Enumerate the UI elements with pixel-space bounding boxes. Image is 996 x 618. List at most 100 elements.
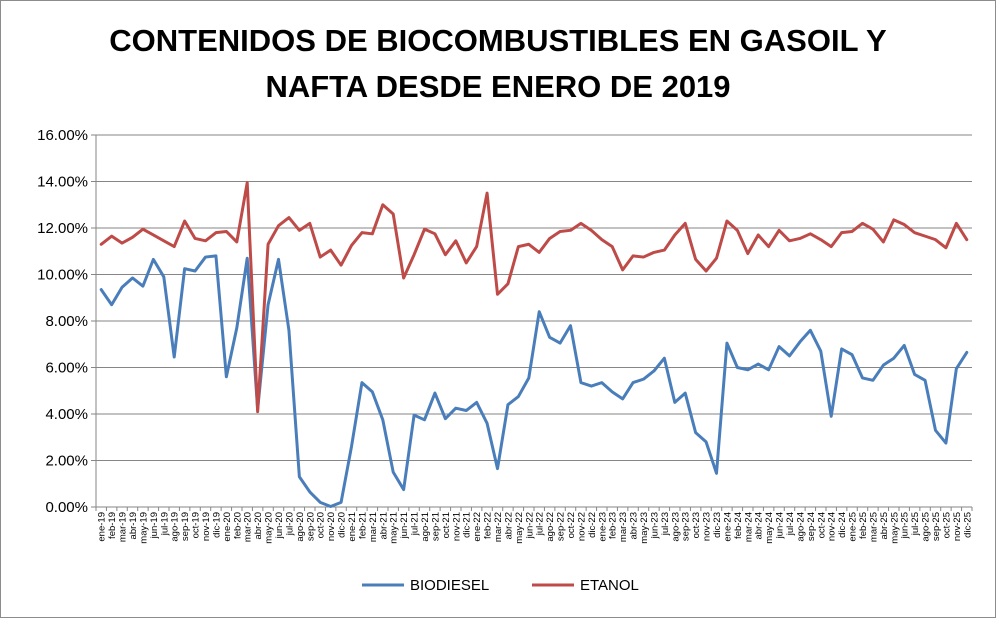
x-tick-label: ago-21 [420, 512, 431, 542]
x-tick-label: ago-23 [670, 512, 681, 542]
x-tick-label: abr-21 [378, 512, 389, 539]
x-tick-label: feb-25 [858, 512, 869, 539]
x-tick-label: may-21 [389, 512, 400, 544]
y-tick-label: 10.00% [37, 267, 88, 284]
x-tick-label: ago-19 [170, 512, 181, 542]
x-tick-label: ago-24 [795, 512, 806, 542]
x-tick-label: jun-21 [399, 512, 410, 539]
x-tick-label: jun-19 [149, 512, 160, 539]
x-tick-label: oct-25 [941, 512, 952, 538]
x-tick-label: jun-20 [274, 512, 285, 539]
legend: BIODIESEL ETANOL [362, 577, 639, 594]
axes [91, 134, 973, 511]
x-tick-label: dic-23 [712, 512, 723, 538]
legend-label-etanol: ETANOL [580, 577, 639, 594]
chart-title: CONTENIDOS DE BIOCOMBUSTIBLES EN GASOIL … [0, 18, 996, 110]
x-tick-label: feb-24 [733, 512, 744, 539]
x-tick-label: nov-21 [451, 512, 462, 541]
x-tick-label: jul-20 [284, 512, 295, 536]
x-tick-label: mar-21 [368, 512, 379, 542]
legend-label-biodiesel: BIODIESEL [410, 577, 489, 594]
x-tick-label: mar-25 [868, 512, 879, 542]
x-tick-label: nov-24 [827, 512, 838, 541]
x-tick-label: dic-22 [587, 512, 598, 538]
x-tick-label: nov-19 [201, 512, 212, 541]
x-tick-label: feb-20 [232, 512, 243, 539]
grid-lines [96, 134, 972, 461]
x-tick-label: ene-21 [347, 512, 358, 542]
y-tick-label: 8.00% [45, 313, 88, 330]
x-tick-label: ago-22 [545, 512, 556, 542]
x-tick-label: ago-20 [295, 512, 306, 542]
x-tick-label: ene-19 [97, 512, 108, 542]
x-tick-label: oct-24 [816, 512, 827, 538]
x-tick-label: abr-19 [128, 512, 139, 539]
y-tick-label: 2.00% [45, 453, 88, 470]
x-tick-label: sep-20 [305, 512, 316, 541]
x-tick-label: nov-22 [576, 512, 587, 541]
x-tick-label: feb-22 [483, 512, 494, 539]
series-line-biodiesel [99, 254, 969, 509]
x-tick-label: ene-20 [222, 512, 233, 542]
y-tick-label: 6.00% [45, 360, 88, 377]
x-tick-label: sep-22 [556, 512, 567, 541]
series-lines [99, 181, 969, 509]
x-tick-label: ago-25 [921, 512, 932, 542]
x-tick-label: mar-22 [493, 512, 504, 542]
x-tick-label: may-25 [889, 512, 900, 544]
x-tick-label: jun-23 [649, 512, 660, 539]
x-tick-label: jul-24 [785, 512, 796, 536]
x-tick-label: sep-19 [180, 512, 191, 541]
x-tick-label: ene-22 [472, 512, 483, 542]
x-tick-label: oct-22 [566, 512, 577, 538]
x-tick-label: dic-24 [837, 512, 848, 538]
x-tick-label: jul-21 [410, 512, 421, 536]
x-tick-label: jul-19 [159, 512, 170, 536]
chart-title-line-2: NAFTA DESDE ENERO DE 2019 [265, 69, 731, 104]
x-tick-label: ene-24 [722, 512, 733, 542]
x-tick-label: may-20 [264, 512, 275, 544]
x-tick-label: jul-22 [535, 512, 546, 536]
x-tick-label: ene-23 [597, 512, 608, 542]
x-tick-label: mar-20 [243, 512, 254, 542]
x-tick-label: feb-21 [357, 512, 368, 539]
y-tick-label: 0.00% [45, 499, 88, 516]
x-tick-label: sep-25 [931, 512, 942, 541]
chart-title-line-1: CONTENIDOS DE BIOCOMBUSTIBLES EN GASOIL … [109, 23, 887, 58]
x-tick-label: abr-23 [629, 512, 640, 539]
x-tick-label: may-19 [138, 512, 149, 544]
x-tick-label: oct-21 [441, 512, 452, 538]
series-line-etanol [99, 181, 969, 414]
x-tick-label: oct-19 [191, 512, 202, 538]
y-tick-label: 12.00% [37, 220, 88, 237]
x-tick-label: mar-23 [618, 512, 629, 542]
x-tick-label: dic-20 [337, 512, 348, 538]
x-tick-label: dic-25 [962, 512, 973, 538]
x-tick-label: nov-23 [702, 512, 713, 541]
x-tick-label: may-24 [764, 512, 775, 544]
x-tick-label: jun-24 [775, 512, 786, 539]
x-tick-label: sep-23 [681, 512, 692, 541]
y-tick-label: 4.00% [45, 406, 88, 423]
x-tick-label: abr-25 [879, 512, 890, 539]
x-tick-label: abr-20 [253, 512, 264, 539]
x-tick-label: ene-25 [848, 512, 859, 542]
x-tick-label: mar-19 [118, 512, 129, 542]
x-tick-label: jul-23 [660, 512, 671, 536]
x-tick-label: may-23 [639, 512, 650, 544]
x-tick-label: dic-21 [462, 512, 473, 538]
x-tick-label: sep-21 [430, 512, 441, 541]
x-tick-label: nov-25 [952, 512, 963, 541]
y-tick-label: 16.00% [37, 127, 88, 144]
x-tick-label: sep-24 [806, 512, 817, 541]
x-tick-label: dic-19 [211, 512, 222, 538]
x-tick-label: oct-20 [316, 512, 327, 538]
x-tick-label: feb-19 [107, 512, 118, 539]
x-tick-label: jul-25 [910, 512, 921, 536]
x-tick-label: feb-23 [608, 512, 619, 539]
x-tick-label: oct-23 [691, 512, 702, 538]
x-tick-label: abr-22 [503, 512, 514, 539]
x-tick-label: jun-22 [524, 512, 535, 539]
